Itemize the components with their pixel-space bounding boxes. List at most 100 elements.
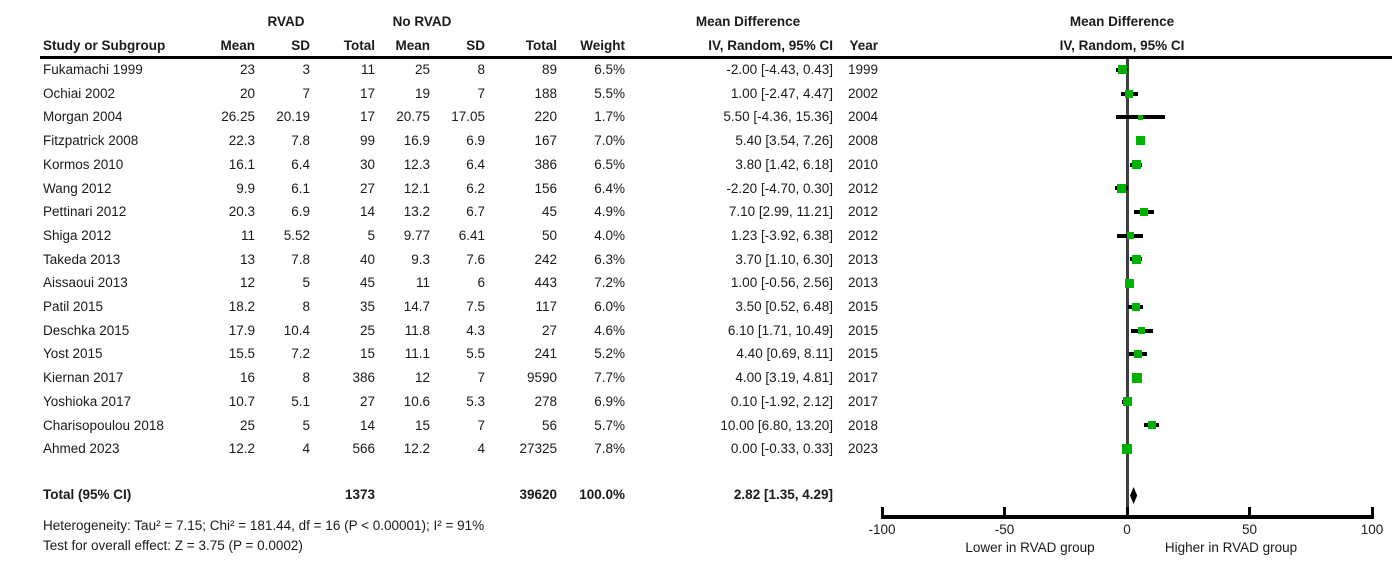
- study-cell-ci_label: -2.00 [-4.43, 0.43]: [726, 62, 833, 77]
- study-cell-rvad_sd: 20.19: [276, 109, 310, 125]
- study-cell-no_rvad_total: 443: [534, 275, 557, 291]
- effect-title: Mean Difference: [695, 14, 801, 29]
- effect-square: [1126, 232, 1134, 240]
- study-cell-weight: 1.7%: [594, 109, 625, 125]
- study-cell-ci_label: 3.80 [1.42, 6.18]: [735, 156, 833, 172]
- study-cell-ci_label: 4.00 [3.19, 4.81]: [735, 370, 833, 386]
- study-cell-no_rvad_mean: 12.1: [403, 180, 430, 196]
- total-rvad-n: 1373: [344, 487, 375, 502]
- study-cell-study: Fukamachi 1999: [43, 62, 143, 77]
- column-header-ci_label: IV, Random, 95% CI: [708, 38, 833, 53]
- study-cell-no_rvad_sd: 6.41: [458, 227, 485, 243]
- study-cell-no_rvad_mean: 20.75: [396, 109, 430, 125]
- study-cell-weight: 6.3%: [594, 251, 625, 267]
- study-cell-no_rvad_mean: 13.2: [403, 204, 430, 220]
- study-cell-year: 2017: [847, 370, 878, 386]
- effect-square: [1124, 278, 1134, 288]
- study-cell-no_rvad_sd: 4.3: [466, 322, 485, 338]
- study-cell-year: 2012: [847, 180, 878, 196]
- study-cell-no_rvad_mean: 14.7: [403, 299, 430, 314]
- group-header-rvad: RVAD: [267, 14, 305, 29]
- study-cell-weight: 7.8%: [594, 441, 625, 457]
- study-cell-no_rvad_mean: 11.1: [404, 346, 430, 362]
- study-cell-year: 2015: [847, 299, 878, 314]
- study-cell-rvad_mean: 10.7: [228, 393, 255, 409]
- study-cell-no_rvad_mean: 19: [414, 85, 430, 101]
- total-ci: 2.82 [1.35, 4.29]: [733, 487, 833, 502]
- study-cell-no_rvad_total: 45: [541, 204, 557, 220]
- study-cell-rvad_mean: 26.25: [221, 109, 255, 125]
- study-cell-study: Deschka 2015: [43, 322, 130, 338]
- study-cell-rvad_sd: 5: [302, 275, 310, 291]
- study-cell-ci_label: 3.50 [0.52, 6.48]: [735, 299, 833, 314]
- study-cell-rvad_total: 40: [359, 251, 375, 267]
- effect-square: [1138, 327, 1146, 335]
- study-cell-no_rvad_sd: 7: [477, 417, 485, 433]
- effect-square: [1133, 350, 1142, 359]
- study-cell-rvad_mean: 20.3: [228, 204, 255, 220]
- study-cell-weight: 4.9%: [594, 204, 625, 220]
- study-cell-no_rvad_sd: 7: [477, 85, 485, 101]
- study-cell-ci_label: 6.10 [1.71, 10.49]: [727, 322, 833, 338]
- study-cell-no_rvad_total: 50: [541, 227, 557, 243]
- study-cell-weight: 5.5%: [594, 85, 625, 101]
- study-cell-year: 2023: [847, 441, 878, 457]
- axis-tick: [1248, 507, 1251, 519]
- study-cell-study: Ahmed 2023: [43, 441, 120, 457]
- study-cell-no_rvad_sd: 6.7: [466, 204, 485, 220]
- study-cell-study: Takeda 2013: [43, 251, 121, 267]
- axis-tick-label: 100: [1360, 522, 1384, 537]
- study-cell-weight: 5.7%: [594, 417, 625, 433]
- study-cell-rvad_sd: 7.2: [291, 346, 310, 362]
- study-cell-study: Wang 2012: [43, 180, 112, 196]
- study-cell-rvad_mean: 20: [239, 85, 255, 101]
- plot-title: Mean Difference: [1069, 14, 1175, 29]
- study-cell-study: Kiernan 2017: [43, 370, 124, 386]
- study-cell-no_rvad_mean: 11.8: [404, 322, 430, 338]
- study-cell-ci_label: 0.00 [-0.33, 0.33]: [730, 441, 833, 457]
- study-cell-ci_label: 1.23 [-3.92, 6.38]: [730, 227, 833, 243]
- study-cell-year: 2015: [847, 346, 878, 362]
- study-cell-no_rvad_sd: 7.5: [466, 299, 485, 314]
- effect-square: [1125, 89, 1134, 98]
- group-header-no-rvad: No RVAD: [392, 14, 452, 29]
- axis-tick: [1370, 507, 1374, 519]
- study-cell-no_rvad_mean: 16.9: [403, 133, 430, 149]
- study-cell-ci_label: 3.70 [1.10, 6.30]: [735, 251, 833, 267]
- column-header-weight: Weight: [580, 38, 625, 53]
- study-cell-year: 2012: [847, 227, 878, 243]
- study-cell-rvad_mean: 12: [239, 275, 255, 291]
- zero-line: [1125, 59, 1129, 519]
- study-cell-study: Pettinari 2012: [43, 204, 127, 220]
- study-cell-rvad_mean: 18.2: [228, 299, 255, 314]
- study-cell-year: 2012: [847, 204, 878, 220]
- study-cell-rvad_total: 30: [359, 156, 375, 172]
- overall-effect-text: Test for overall effect: Z = 3.75 (P = 0…: [43, 538, 303, 553]
- study-cell-rvad_mean: 11: [240, 227, 255, 243]
- study-cell-no_rvad_mean: 15: [414, 417, 430, 433]
- study-cell-year: 2018: [847, 417, 878, 433]
- effect-square: [1131, 254, 1141, 264]
- study-cell-no_rvad_mean: 9.77: [403, 227, 430, 243]
- axis-caption-left: Lower in RVAD group: [965, 540, 1095, 555]
- axis-caption-right: Higher in RVAD group: [1164, 540, 1298, 555]
- study-cell-year: 1999: [847, 62, 878, 77]
- study-cell-no_rvad_total: 56: [541, 417, 557, 433]
- study-cell-rvad_total: 11: [360, 62, 375, 77]
- study-cell-rvad_mean: 22.3: [228, 133, 255, 149]
- study-cell-rvad_total: 27: [359, 393, 375, 409]
- study-cell-no_rvad_sd: 17.05: [451, 109, 485, 125]
- study-cell-rvad_sd: 7: [302, 85, 310, 101]
- study-cell-weight: 7.2%: [594, 275, 625, 291]
- effect-square: [1122, 444, 1132, 455]
- effect-square: [1131, 372, 1142, 383]
- study-cell-no_rvad_total: 89: [541, 62, 557, 77]
- study-cell-no_rvad_total: 278: [534, 393, 557, 409]
- plot-subtitle: IV, Random, 95% CI: [1059, 38, 1185, 53]
- study-cell-no_rvad_sd: 4: [477, 441, 485, 457]
- study-cell-weight: 7.0%: [594, 133, 625, 149]
- study-cell-weight: 6.4%: [594, 180, 625, 196]
- study-cell-weight: 4.6%: [594, 322, 625, 338]
- column-header-rvad_sd: SD: [291, 38, 310, 53]
- study-cell-rvad_sd: 6.1: [291, 180, 310, 196]
